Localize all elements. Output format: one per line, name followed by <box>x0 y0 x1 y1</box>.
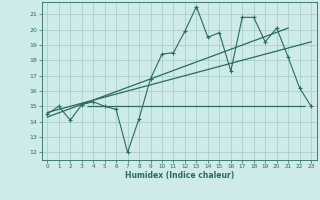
X-axis label: Humidex (Indice chaleur): Humidex (Indice chaleur) <box>124 171 234 180</box>
